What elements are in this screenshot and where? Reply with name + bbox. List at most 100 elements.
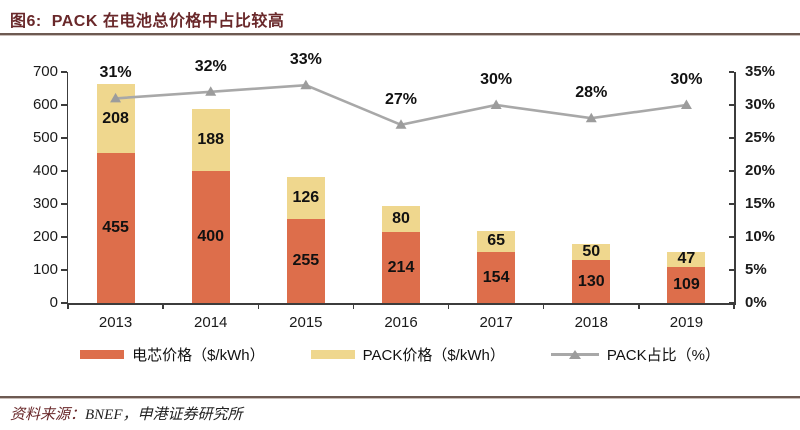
y-axis-right-tick bbox=[728, 170, 734, 172]
y-axis-left-tick bbox=[61, 269, 67, 271]
figure-title-text: PACK 在电池总价格中占比较高 bbox=[51, 13, 285, 30]
x-axis-label: 2014 bbox=[194, 314, 228, 331]
x-axis-line bbox=[66, 303, 736, 305]
bar-pack-value-label: 188 bbox=[197, 130, 225, 148]
triangle-marker-icon bbox=[585, 112, 597, 123]
x-axis-tick bbox=[67, 303, 69, 309]
x-axis-tick bbox=[542, 303, 545, 309]
pct-data-label: 30% bbox=[670, 71, 703, 88]
pct-data-label: 28% bbox=[575, 84, 608, 102]
triangle-marker-icon bbox=[395, 119, 407, 129]
bar-pack-segment bbox=[191, 108, 230, 171]
line-swatch-icon bbox=[550, 349, 599, 359]
source-note: 资料来源：BNEF，申港证券研究所 bbox=[10, 403, 243, 424]
y-axis-left-label: 100 bbox=[32, 261, 58, 278]
x-axis-label: 2013 bbox=[98, 314, 133, 331]
x-axis-label: 2017 bbox=[479, 314, 513, 331]
pack-price-swatch-icon bbox=[310, 350, 355, 359]
page-title: 图6: PACK 在电池总价格中占比较高 bbox=[10, 7, 284, 31]
bar-cell-value-label: 255 bbox=[292, 251, 320, 269]
y-axis-right-label: 35% bbox=[745, 63, 776, 80]
x-axis-tick bbox=[733, 303, 735, 309]
triangle-marker-icon bbox=[680, 99, 692, 109]
y-axis-right-label: 0% bbox=[745, 294, 767, 311]
legend-item-cell-price: 电芯价格（$/kWh） bbox=[80, 344, 265, 365]
y-axis-right-tick bbox=[728, 203, 734, 205]
pct-data-label: 31% bbox=[99, 64, 132, 82]
y-axis-left-tick bbox=[61, 104, 67, 106]
y-axis-left-tick bbox=[61, 203, 67, 205]
bar-pack-value-label: 208 bbox=[102, 109, 129, 127]
source-value: BNEF，申港证券研究所 bbox=[85, 407, 243, 423]
pct-data-label: 33% bbox=[289, 51, 322, 69]
y-axis-right-tick bbox=[728, 236, 734, 238]
y-axis-right-label: 15% bbox=[745, 195, 776, 212]
bar-cell-segment bbox=[286, 218, 325, 303]
y-axis-left-tick bbox=[61, 236, 67, 238]
cell-price-swatch-icon bbox=[80, 350, 125, 359]
bar-cell-segment bbox=[572, 260, 611, 303]
y-axis-left-label: 700 bbox=[32, 63, 58, 80]
bar-cell-value-label: 455 bbox=[102, 218, 129, 236]
pack-ratio-line-svg bbox=[110, 79, 692, 129]
bar-pack-segment bbox=[382, 205, 420, 233]
x-axis-label: 2019 bbox=[669, 314, 704, 331]
x-axis-label: 2015 bbox=[289, 314, 323, 331]
y-axis-left-tick bbox=[61, 302, 67, 304]
bar-pack-segment bbox=[667, 251, 706, 268]
bar-pack-value-label: 126 bbox=[292, 189, 320, 207]
y-axis-right-tick bbox=[728, 71, 734, 73]
triangle-marker-icon bbox=[490, 99, 502, 109]
bar-cell-segment bbox=[382, 232, 420, 303]
y-axis-left-label: 500 bbox=[32, 129, 58, 146]
bar-pack-segment bbox=[286, 177, 325, 219]
bar-cell-value-label: 109 bbox=[673, 276, 700, 293]
legend-label: PACK占比（%） bbox=[606, 347, 720, 364]
y-axis-right-tick bbox=[728, 269, 734, 271]
x-axis-tick bbox=[638, 303, 640, 309]
y-axis-right-label: 10% bbox=[745, 228, 776, 245]
legend-item-pack-ratio: PACK占比（%） bbox=[550, 344, 720, 365]
y-axis-left-label: 300 bbox=[32, 195, 58, 212]
y-axis-right-tick bbox=[728, 104, 734, 106]
y-axis-right-label: 25% bbox=[745, 129, 776, 146]
triangle-marker-icon bbox=[568, 349, 581, 359]
bar-cell-segment bbox=[191, 171, 230, 303]
pct-data-label: 32% bbox=[194, 57, 227, 75]
bar-cell-value-label: 400 bbox=[197, 228, 225, 245]
y-axis-right-tick bbox=[728, 137, 734, 139]
y-axis-right-line bbox=[734, 72, 736, 305]
bar-cell-segment bbox=[667, 267, 706, 303]
bar-pack-value-label: 50 bbox=[582, 242, 601, 260]
pct-data-label: 27% bbox=[384, 90, 418, 108]
bar-cell-segment bbox=[96, 152, 135, 303]
y-axis-right-label: 5% bbox=[745, 261, 767, 278]
x-axis-label: 2016 bbox=[384, 314, 418, 331]
footer-divider bbox=[0, 396, 800, 399]
y-axis-left-line bbox=[66, 72, 68, 305]
legend-label: 电芯价格（$/kWh） bbox=[132, 347, 265, 364]
title-divider bbox=[0, 33, 800, 36]
x-axis-label: 2018 bbox=[574, 314, 608, 331]
y-axis-left-tick bbox=[61, 170, 67, 172]
triangle-marker-icon bbox=[300, 79, 312, 90]
x-axis-tick bbox=[352, 303, 355, 309]
x-axis-tick bbox=[447, 303, 450, 309]
bar-pack-value-label: 65 bbox=[487, 232, 506, 250]
x-axis-tick bbox=[257, 303, 260, 309]
bar-pack-value-label: 47 bbox=[677, 250, 696, 268]
x-axis-tick bbox=[162, 303, 164, 309]
y-axis-left-label: 0 bbox=[49, 294, 58, 311]
bar-pack-segment bbox=[477, 230, 516, 253]
bar-pack-value-label: 80 bbox=[392, 210, 410, 228]
chart-legend: 电芯价格（$/kWh） PACK价格（$/kWh） PACK占比（%） bbox=[0, 344, 800, 365]
y-axis-left-label: 400 bbox=[32, 162, 58, 179]
source-label: 资料来源： bbox=[10, 407, 86, 423]
y-axis-right-label: 30% bbox=[745, 96, 776, 113]
y-axis-left-tick bbox=[61, 137, 67, 139]
y-axis-right-tick bbox=[728, 302, 734, 304]
y-axis-left-label: 200 bbox=[32, 228, 58, 245]
y-axis-left-label: 600 bbox=[32, 96, 58, 113]
